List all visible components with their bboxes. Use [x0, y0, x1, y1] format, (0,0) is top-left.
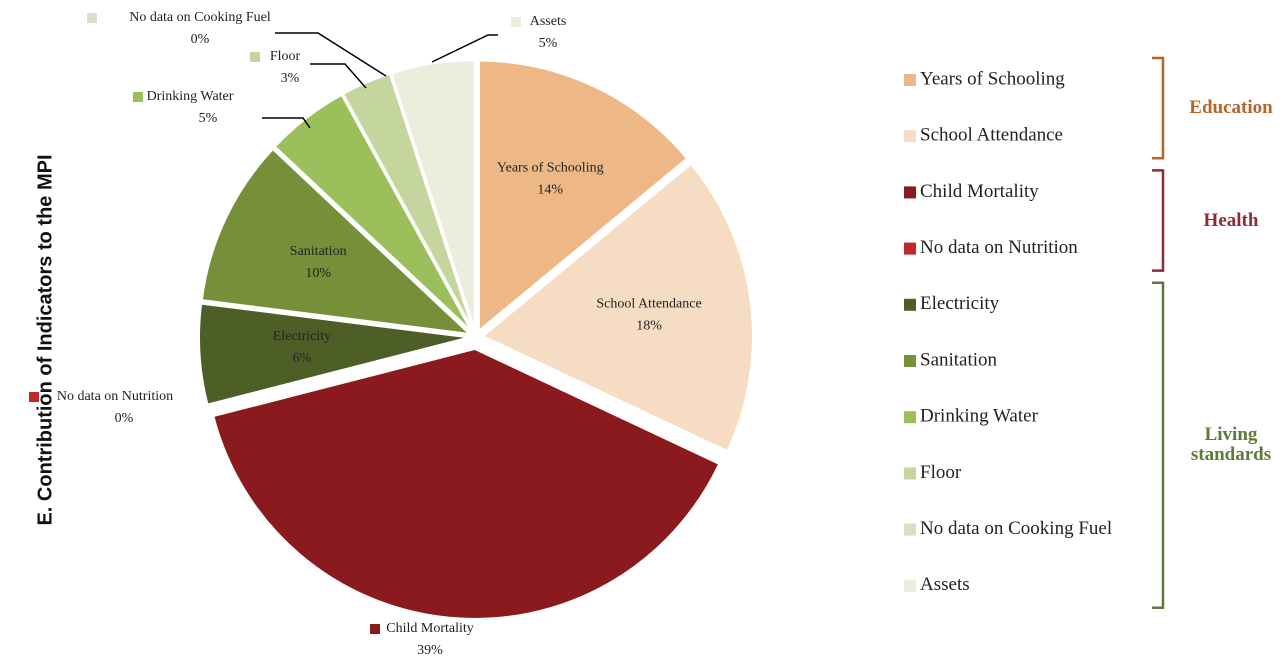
legend-label: School Attendance [920, 125, 1063, 146]
data-label-name: Assets [530, 14, 567, 29]
data-label: 0% [115, 411, 134, 426]
label-marker [250, 52, 260, 62]
data-label-name: School Attendance [596, 296, 701, 311]
pie-slice [389, 73, 475, 331]
pie-slice [207, 337, 470, 407]
legend-label: Floor [920, 462, 962, 483]
data-label-name: Sanitation [290, 244, 347, 259]
pie-slice [198, 302, 470, 406]
data-label: 0% [191, 32, 210, 47]
data-label: 18% [636, 318, 662, 333]
data-label: 39% [417, 643, 443, 657]
data-label-name: Child Mortality [386, 621, 474, 636]
legend-label: Sanitation [920, 349, 998, 370]
pie-slice [390, 59, 476, 331]
legend-label: No data on Nutrition [920, 237, 1078, 258]
label-marker [370, 624, 380, 634]
label-marker [29, 392, 39, 402]
legend-swatch [904, 579, 916, 592]
data-label-name: No data on Nutrition [57, 389, 173, 404]
legend-swatch [904, 355, 916, 367]
chart-title: E. Contribution of Indicators to the MPI [34, 154, 56, 525]
data-label: 6% [293, 351, 312, 366]
group-label: Living standards [1190, 424, 1272, 466]
legend-swatch [904, 467, 916, 480]
group-label: Health [1203, 209, 1259, 231]
legend-swatch [904, 130, 916, 143]
group-label: Education [1189, 97, 1273, 119]
data-label-name: Electricity [273, 329, 331, 344]
legend-swatch [904, 242, 916, 255]
legend-label: No data on Cooking Fuel [920, 518, 1112, 539]
legend-label: Drinking Water [920, 406, 1039, 427]
pie-slice [273, 93, 473, 333]
pie-slice [212, 347, 721, 620]
legend-swatch [904, 411, 916, 424]
legend-label: Child Mortality [920, 181, 1039, 202]
data-label-name: Drinking Water [147, 89, 234, 104]
pie-slice [200, 147, 473, 336]
data-label-name: Floor [270, 49, 301, 64]
legend-label: Electricity [920, 293, 1000, 314]
data-label: 10% [305, 266, 331, 281]
label-marker [511, 17, 521, 27]
leader-line [431, 34, 498, 63]
group-bracket [1152, 169, 1165, 272]
label-marker [87, 13, 97, 23]
data-label: 5% [539, 36, 558, 51]
data-label: 3% [281, 71, 300, 86]
legend-swatch [904, 74, 916, 86]
legend-swatch [904, 298, 916, 311]
group-bracket [1152, 281, 1165, 610]
leader-line [262, 117, 311, 129]
legend-swatch [904, 186, 916, 199]
leader-line [275, 32, 387, 77]
data-label: 5% [199, 111, 218, 126]
pie-slice [481, 162, 754, 453]
data-label: 14% [537, 182, 563, 197]
leader-line [310, 63, 367, 89]
legend-label: Years of Schooling [920, 68, 1065, 89]
pie-slice [477, 59, 689, 333]
legend-label: Assets [920, 574, 970, 595]
data-label-name: No data on Cooking Fuel [129, 10, 271, 25]
label-marker [133, 92, 143, 102]
group-bracket [1152, 56, 1165, 160]
data-label-name: Years of Schooling [497, 160, 604, 175]
legend-swatch [904, 523, 916, 536]
